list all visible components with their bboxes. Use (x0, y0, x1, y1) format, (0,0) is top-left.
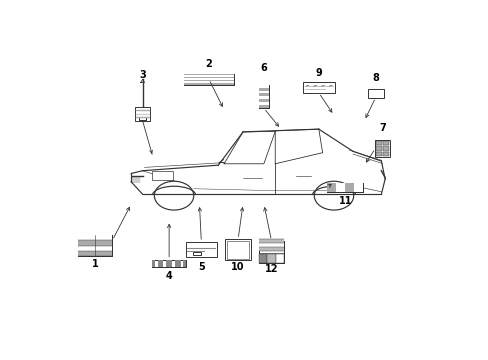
Bar (354, 183, 363, 192)
Bar (184, 81, 233, 83)
Bar (259, 240, 283, 263)
Bar (184, 80, 233, 81)
Bar (259, 247, 283, 251)
Bar (135, 107, 150, 121)
Bar (275, 254, 283, 263)
Bar (184, 74, 233, 85)
Bar (383, 152, 388, 156)
Text: 1: 1 (92, 258, 99, 269)
Bar (259, 239, 283, 243)
Bar (184, 83, 233, 85)
Bar (374, 140, 389, 157)
Bar (152, 260, 155, 267)
Text: 11: 11 (338, 196, 351, 206)
Bar (78, 235, 112, 240)
Bar (258, 102, 268, 105)
Bar (258, 90, 268, 94)
Bar (192, 252, 200, 255)
Bar (258, 87, 268, 90)
Bar (78, 251, 112, 256)
Bar (184, 78, 233, 80)
Bar (166, 260, 169, 267)
Text: 5: 5 (198, 262, 204, 272)
Bar (345, 183, 354, 192)
Bar (258, 96, 268, 99)
Bar (375, 146, 381, 151)
Text: 2: 2 (205, 59, 212, 69)
Bar (383, 141, 388, 145)
Bar (184, 74, 233, 85)
Bar (326, 183, 363, 192)
Text: 9: 9 (315, 68, 322, 78)
Bar (78, 235, 112, 256)
Bar (185, 242, 217, 257)
Text: 6: 6 (260, 63, 267, 73)
Bar (259, 254, 267, 263)
Bar (78, 240, 112, 246)
Bar (258, 85, 268, 87)
Text: 12: 12 (264, 264, 278, 274)
Bar (177, 260, 180, 267)
Bar (258, 94, 268, 96)
Bar (258, 85, 268, 108)
Bar (160, 260, 163, 267)
Bar (139, 117, 146, 120)
Bar (152, 260, 186, 267)
Bar (267, 254, 275, 263)
Bar (175, 260, 177, 267)
Bar (184, 74, 233, 76)
Bar (326, 183, 363, 192)
Bar (184, 77, 233, 78)
Text: 3: 3 (139, 70, 146, 80)
Text: 4: 4 (165, 271, 172, 281)
Bar (258, 85, 268, 108)
Bar (375, 141, 381, 145)
Bar (184, 76, 233, 77)
Text: 7: 7 (378, 123, 385, 133)
Bar (375, 152, 381, 156)
Bar (326, 183, 336, 192)
Bar (226, 241, 248, 259)
Bar (367, 89, 383, 98)
Bar (258, 105, 268, 108)
Bar (78, 246, 112, 251)
Bar (302, 82, 334, 93)
Bar (169, 260, 172, 267)
Text: 8: 8 (371, 73, 378, 83)
Text: 10: 10 (231, 262, 244, 272)
Bar (225, 239, 250, 260)
Bar (259, 243, 283, 247)
Bar (383, 146, 388, 151)
Bar (259, 240, 283, 263)
Bar (183, 260, 186, 267)
Bar (78, 235, 112, 256)
Bar (158, 260, 160, 267)
Bar (258, 99, 268, 102)
Bar (152, 260, 186, 267)
Bar (152, 171, 173, 180)
Bar (336, 183, 345, 192)
Bar (259, 235, 283, 239)
